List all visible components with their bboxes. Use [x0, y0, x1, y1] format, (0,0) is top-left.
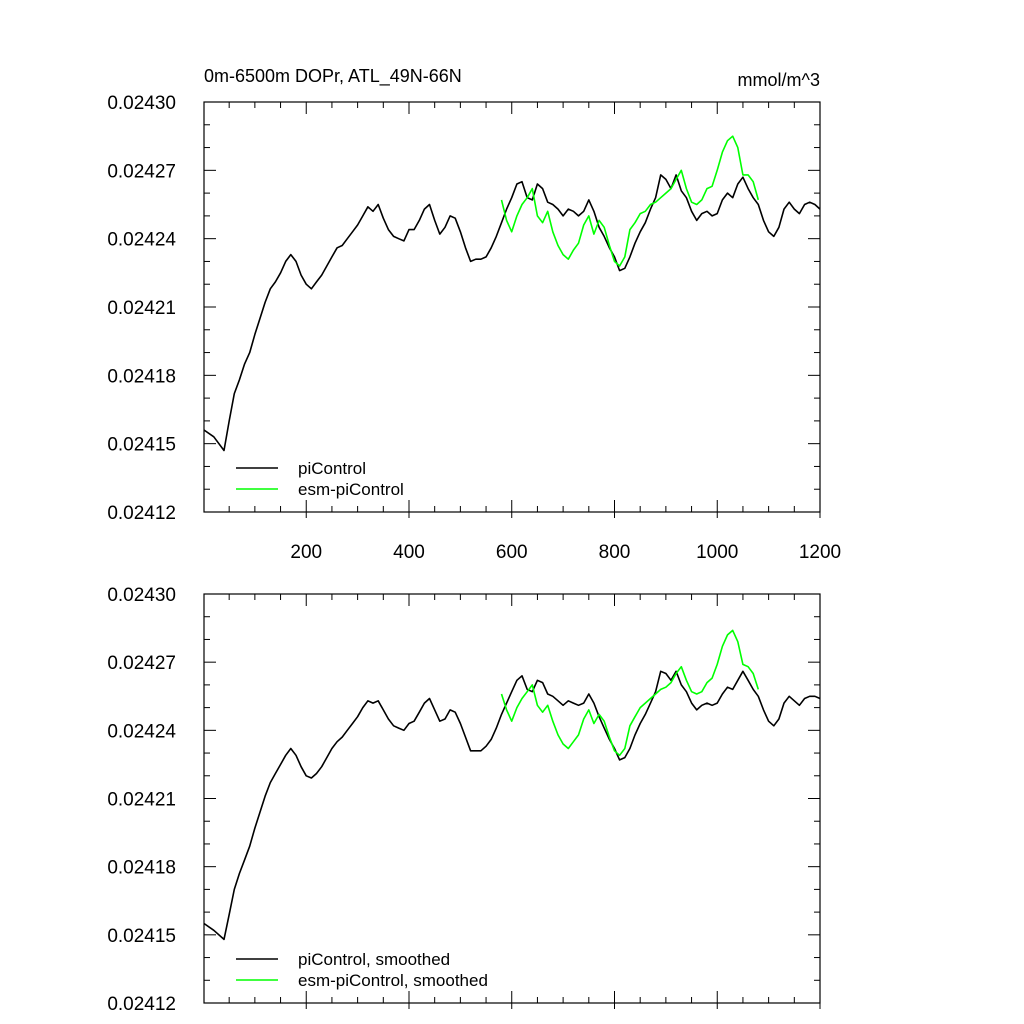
x-tick-label: 800	[599, 542, 631, 563]
plot-frame	[203, 101, 821, 513]
x-tick-label: 400	[393, 542, 425, 563]
chart-title: 0m-6500m DOPr, ATL_49N-66N	[204, 66, 462, 87]
y-tick-label: 0.02415	[107, 926, 176, 947]
y-tick-label: 0.02421	[107, 790, 176, 811]
plot-area: 0.02412 0.02415 0.02418 0.02421 0.02424 0.024…	[107, 93, 841, 563]
top-panel: 0m-6500m DOPr, ATL_49N-66N mmol/m^3 0.02…	[107, 66, 841, 563]
y-tick-label: 0.02421	[107, 298, 176, 319]
x-tick-label: 1200	[799, 542, 841, 563]
y-tick-label: 0.02427	[107, 161, 176, 182]
series-line-esm-picontrol	[500, 135, 760, 267]
x-tick-label: 600	[496, 542, 528, 563]
y-tick-label: 0.02427	[107, 653, 176, 674]
y-tick-label: 0.02418	[107, 366, 176, 387]
y-tick-label: 0.02418	[107, 858, 176, 879]
x-tick-label: 200	[290, 542, 322, 563]
y-tick-label: 0.02412	[107, 994, 176, 1015]
y-tick-label: 0.02430	[107, 93, 176, 114]
legend-label: piControl, smoothed	[298, 950, 450, 969]
plot-area: 0.02412 0.02415 0.02418 0.02421 0.02424 0.024…	[107, 585, 821, 1015]
y-tick-label: 0.02412	[107, 503, 176, 524]
series-line-esm-picontrol	[500, 629, 760, 757]
legend-label: esm-piControl	[298, 480, 404, 499]
bottom-panel: 0.02412 0.02415 0.02418 0.02421 0.02424 0.024…	[107, 585, 821, 1015]
y-tick-label: 0.02424	[107, 230, 176, 251]
plot-frame	[203, 593, 821, 1004]
legend-label: piControl	[298, 459, 366, 478]
y-tick-label: 0.02430	[107, 585, 176, 606]
series-line-picontrol	[203, 174, 821, 452]
series-line-picontrol	[203, 670, 821, 941]
legend-label: esm-piControl, smoothed	[298, 971, 488, 990]
y-tick-label: 0.02424	[107, 721, 176, 742]
x-tick-label: 1000	[696, 542, 738, 563]
units-label: mmol/m^3	[738, 70, 820, 90]
y-tick-label: 0.02415	[107, 435, 176, 456]
